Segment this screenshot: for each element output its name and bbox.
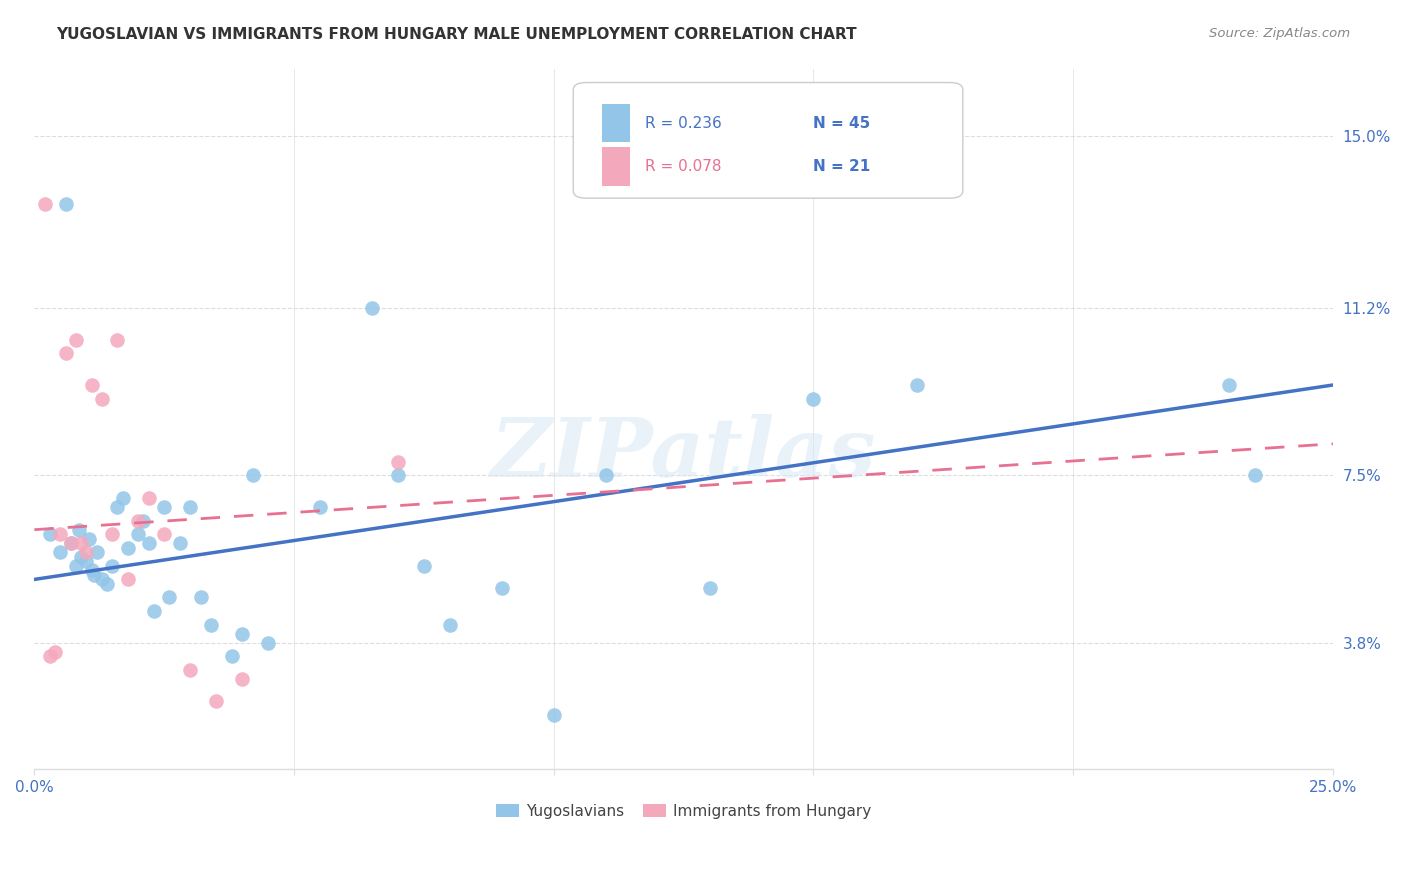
Point	[169, 536, 191, 550]
Point	[242, 468, 264, 483]
Point	[59, 536, 82, 550]
Point	[59, 536, 82, 550]
Text: R = 0.236: R = 0.236	[645, 116, 721, 131]
Point	[127, 514, 149, 528]
Point	[39, 649, 62, 664]
FancyBboxPatch shape	[574, 83, 963, 198]
Point	[153, 527, 176, 541]
Point	[44, 645, 66, 659]
Text: Source: ZipAtlas.com: Source: ZipAtlas.com	[1209, 27, 1350, 40]
Point	[70, 549, 93, 564]
Point	[543, 708, 565, 723]
Point	[179, 500, 201, 514]
Point	[117, 541, 139, 555]
Point	[138, 536, 160, 550]
Point	[387, 468, 409, 483]
Point	[127, 527, 149, 541]
Point	[39, 527, 62, 541]
Point	[111, 491, 134, 505]
Point	[77, 532, 100, 546]
Text: R = 0.078: R = 0.078	[645, 159, 721, 174]
Point	[65, 333, 87, 347]
Point	[221, 649, 243, 664]
Point	[65, 558, 87, 573]
Text: N = 45: N = 45	[814, 116, 870, 131]
Point	[1218, 378, 1240, 392]
Point	[157, 591, 180, 605]
Point	[231, 672, 253, 686]
Point	[49, 545, 72, 559]
Point	[90, 392, 112, 406]
Text: ZIPatlas: ZIPatlas	[491, 414, 876, 494]
Point	[595, 468, 617, 483]
Point	[75, 554, 97, 568]
Point	[200, 617, 222, 632]
Point	[387, 455, 409, 469]
Point	[107, 333, 129, 347]
FancyBboxPatch shape	[602, 147, 630, 186]
Point	[179, 663, 201, 677]
Point	[905, 378, 928, 392]
Text: YUGOSLAVIAN VS IMMIGRANTS FROM HUNGARY MALE UNEMPLOYMENT CORRELATION CHART: YUGOSLAVIAN VS IMMIGRANTS FROM HUNGARY M…	[56, 27, 856, 42]
Point	[491, 582, 513, 596]
Point	[361, 301, 384, 315]
Point	[67, 523, 90, 537]
Point	[153, 500, 176, 514]
Point	[101, 558, 124, 573]
Point	[257, 636, 280, 650]
Point	[132, 514, 155, 528]
Point	[803, 392, 825, 406]
Point	[205, 694, 228, 708]
Point	[83, 567, 105, 582]
Legend: Yugoslavians, Immigrants from Hungary: Yugoslavians, Immigrants from Hungary	[489, 797, 877, 825]
Point	[413, 558, 436, 573]
Point	[190, 591, 212, 605]
Point	[107, 500, 129, 514]
Point	[1244, 468, 1267, 483]
Point	[90, 573, 112, 587]
Point	[55, 197, 77, 211]
Point	[439, 617, 461, 632]
Point	[231, 626, 253, 640]
Point	[70, 536, 93, 550]
Point	[34, 197, 56, 211]
Point	[142, 604, 165, 618]
FancyBboxPatch shape	[602, 103, 630, 143]
Point	[138, 491, 160, 505]
Point	[55, 346, 77, 360]
Point	[96, 577, 118, 591]
Point	[86, 545, 108, 559]
Point	[699, 582, 721, 596]
Point	[80, 378, 103, 392]
Point	[75, 545, 97, 559]
Point	[117, 573, 139, 587]
Point	[101, 527, 124, 541]
Point	[49, 527, 72, 541]
Text: N = 21: N = 21	[814, 159, 870, 174]
Point	[309, 500, 332, 514]
Point	[80, 563, 103, 577]
